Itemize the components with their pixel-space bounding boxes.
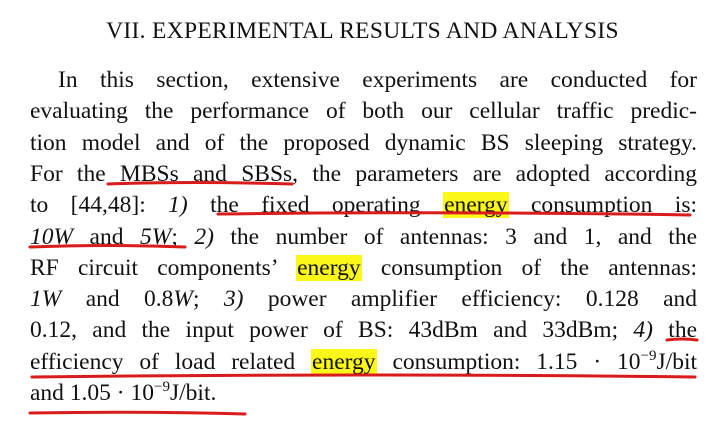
text-segment: 10W	[30, 223, 74, 250]
text-segment: ;	[171, 223, 195, 250]
text-segment: For the MBSs and SBSs, the parameters ar…	[30, 160, 697, 187]
text-line: to [44,48]: 1) the fixed operating energ…	[30, 189, 697, 221]
highlighted-word: energy	[311, 348, 377, 375]
text-segment: consumption: 1.15 · 10	[376, 348, 641, 375]
text-line: evaluating the performance of both our c…	[30, 95, 697, 127]
highlighted-word: energy	[296, 254, 362, 281]
highlighted-word: energy	[443, 192, 509, 219]
text-segment: tion model and of the proposed dynamic B…	[30, 129, 697, 156]
text-segment: ;	[192, 286, 224, 313]
text-segment: the number of antennas: 3 and 1, and the	[213, 223, 698, 250]
text-line: 0.12, and the input power of BS: 43dBm a…	[30, 314, 697, 346]
text-segment: consumption is:	[508, 192, 697, 219]
text-segment: 5W	[139, 223, 172, 250]
text-segment: −9	[640, 347, 657, 364]
text-segment: the	[652, 317, 697, 344]
text-segment: 3)	[223, 286, 244, 313]
text-segment: 1)	[168, 192, 188, 219]
text-segment: W	[173, 286, 193, 313]
text-segment: −9	[154, 379, 170, 396]
text-segment: efficiency of load related	[30, 348, 312, 375]
text-line: In this section, extensive experiments a…	[30, 64, 697, 96]
text-segment: and	[73, 223, 140, 250]
text-segment: evaluating the performance of both our c…	[30, 98, 697, 125]
text-segment: 4)	[633, 317, 653, 344]
text-segment: J/bit	[656, 348, 697, 375]
text-line: 10W and 5W; 2) the number of antennas: 3…	[30, 221, 697, 253]
text-line: tion model and of the proposed dynamic B…	[30, 127, 697, 159]
text-line: RF circuit components’ energy consumptio…	[30, 252, 697, 284]
text-segment: 1W	[30, 286, 62, 313]
text-segment: RF circuit components’	[30, 254, 297, 281]
text-line: For the MBSs and SBSs, the parameters ar…	[30, 158, 697, 190]
section-heading: VII. EXPERIMENTAL RESULTS AND ANALYSIS	[106, 18, 619, 44]
text-segment: consumption of the antennas:	[361, 254, 697, 281]
text-segment: and 1.05 · 10	[30, 380, 155, 406]
text-segment: J/bit.	[169, 380, 217, 406]
text-line: 1W and 0.8W; 3) power amplifier efficien…	[30, 283, 697, 315]
text-segment: 2)	[194, 223, 214, 250]
text-segment: to [44,48]:	[30, 192, 169, 219]
text-segment: and 0.8	[61, 286, 174, 313]
text-segment: power amplifier efficiency: 0.128 and	[243, 286, 698, 313]
text-segment: In this section, extensive experiments a…	[58, 67, 697, 93]
text-segment: 0.12, and the input power of BS: 43dBm a…	[30, 317, 634, 344]
text-line: and 1.05 · 10−9J/bit.	[30, 377, 697, 409]
underline-last-line	[28, 410, 247, 416]
text-segment: the fixed operating	[187, 192, 444, 219]
text-line: efficiency of load related energy consum…	[30, 346, 697, 378]
